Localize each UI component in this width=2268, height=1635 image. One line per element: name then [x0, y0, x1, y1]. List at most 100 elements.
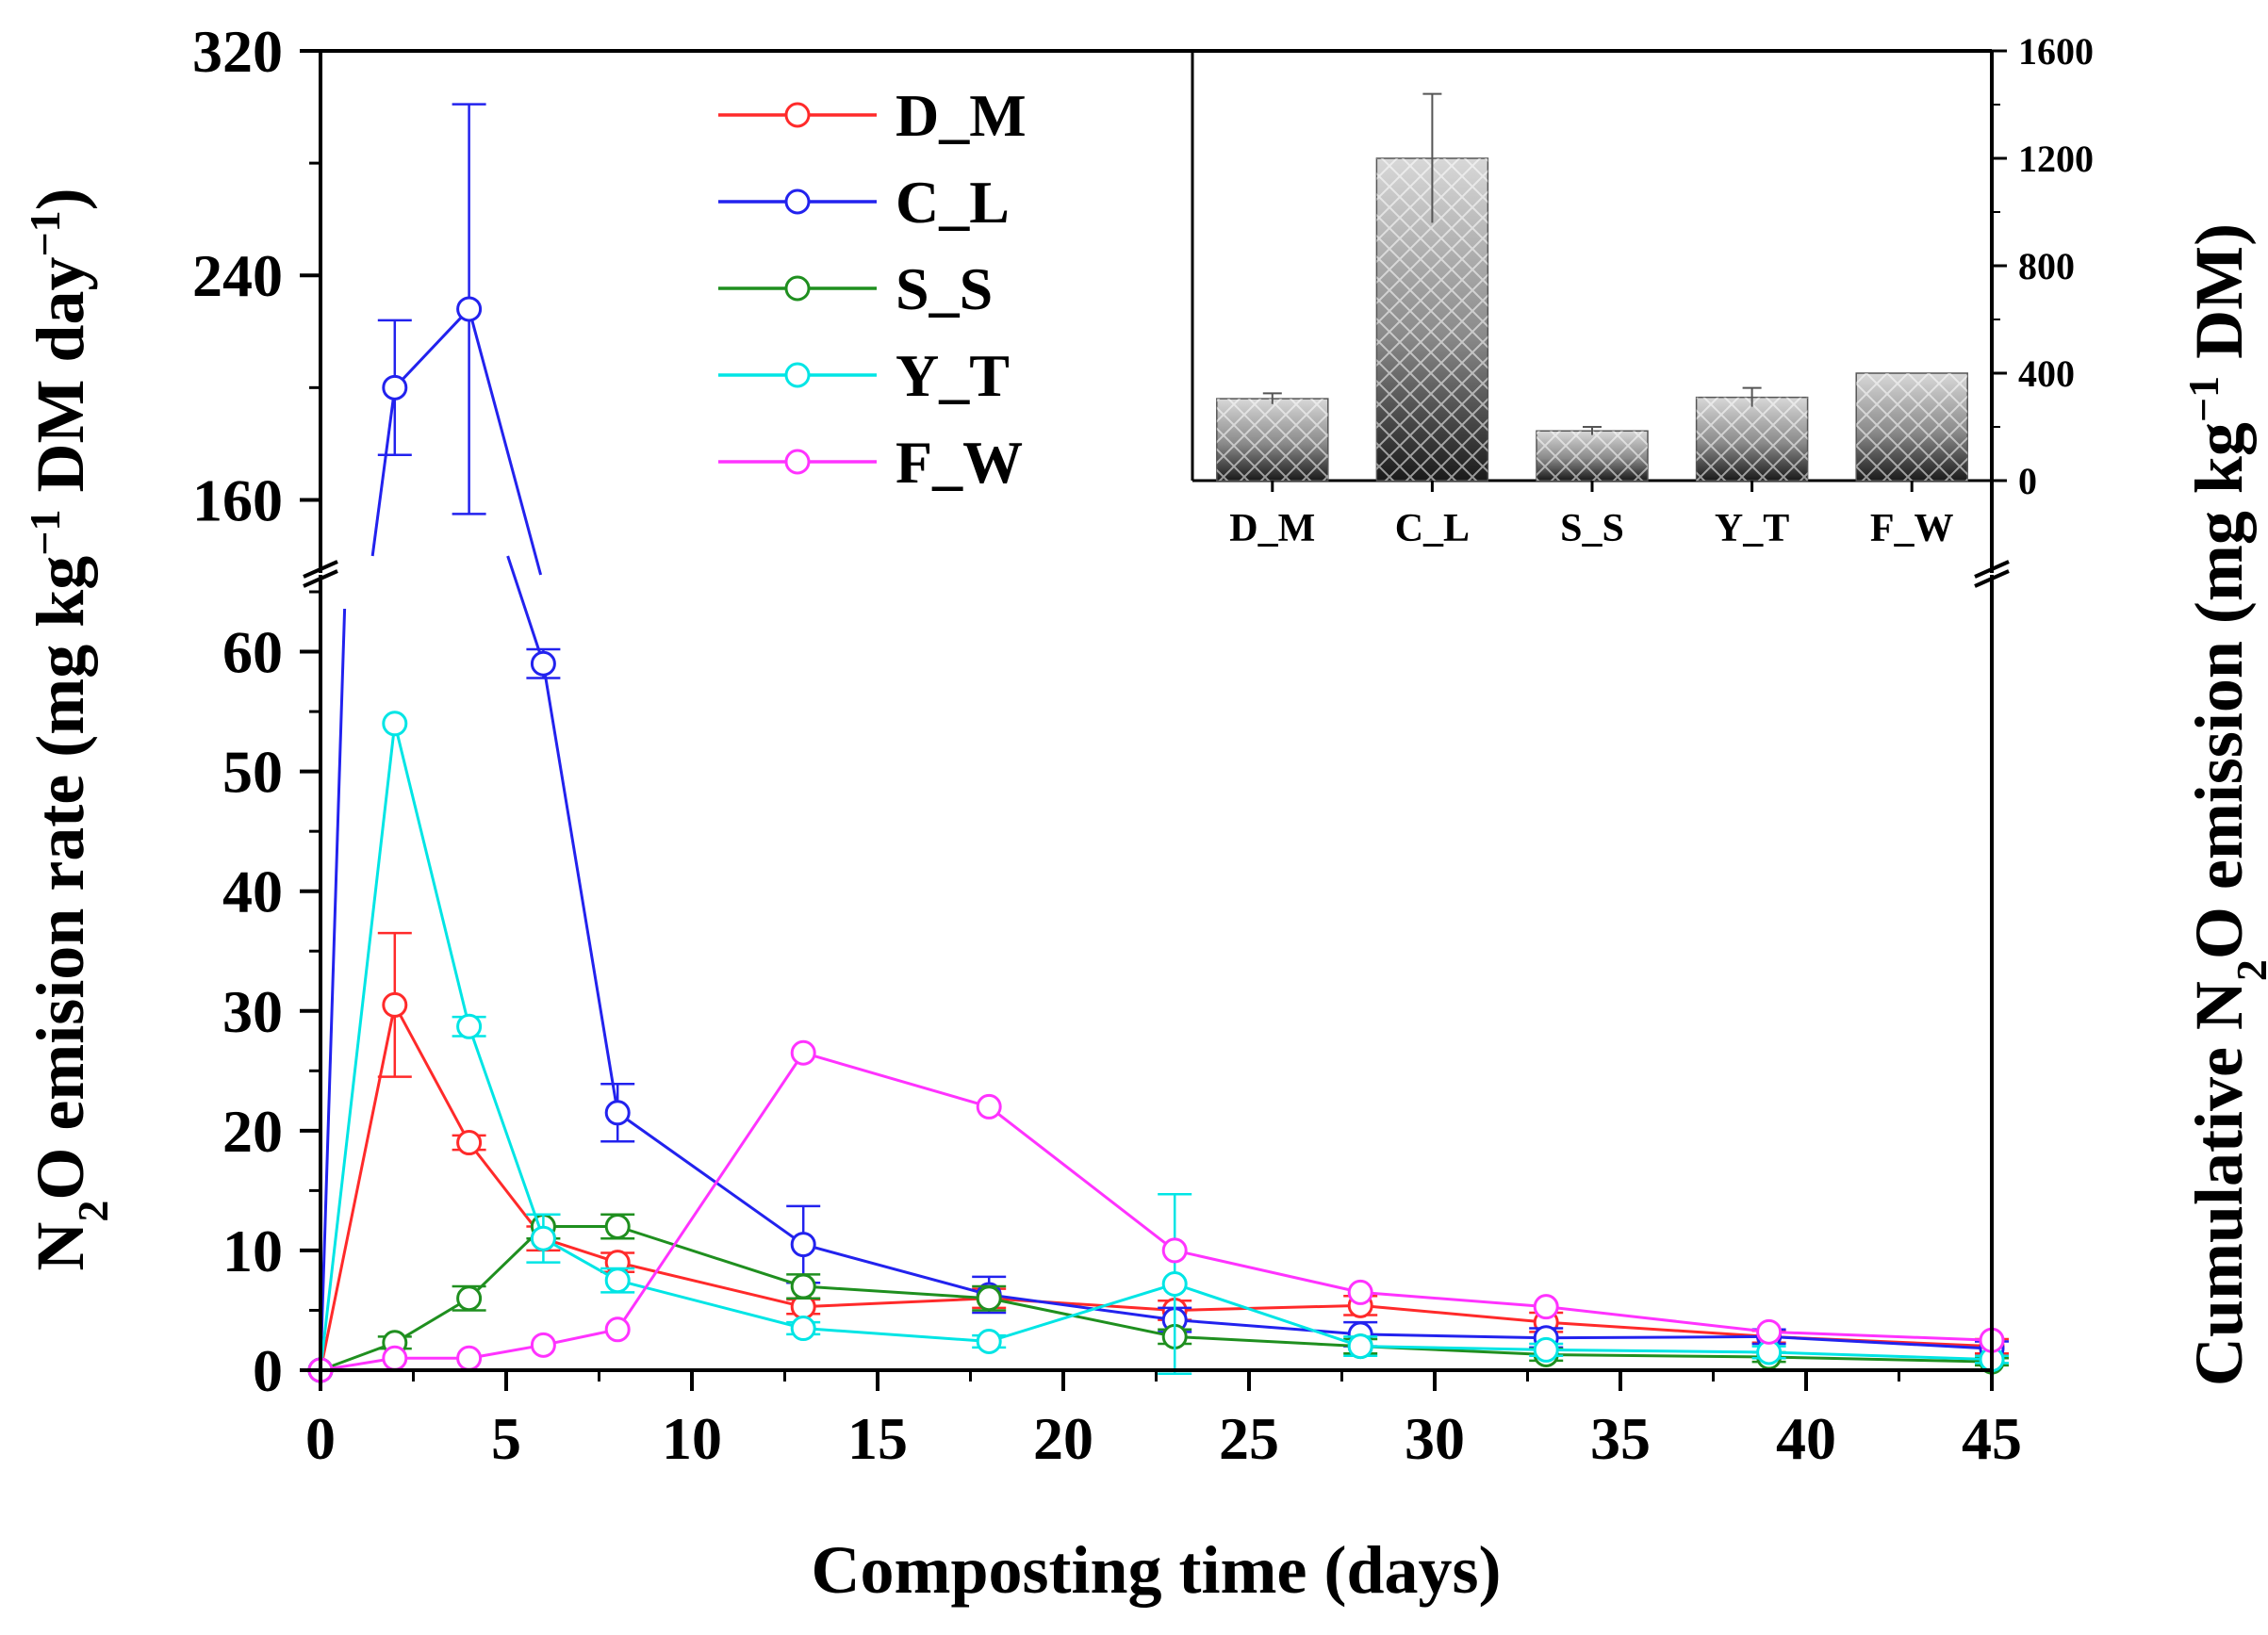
series-segment [370, 387, 397, 557]
inset-bar-hatch [1537, 431, 1648, 481]
data-point [1533, 1336, 1559, 1363]
inset-y-tick-label: 1200 [2018, 138, 2094, 180]
series-segment [1360, 1333, 1547, 1340]
data-point [604, 1267, 631, 1294]
legend-marker [784, 275, 811, 302]
x-tick-label: 5 [491, 1405, 521, 1472]
data-point [1533, 1294, 1559, 1320]
series-segment [1174, 1249, 1361, 1294]
inset-bar-hatch [1856, 373, 1968, 481]
x-tick-label: 40 [1776, 1405, 1836, 1472]
inset-bar-hatch [1216, 399, 1328, 481]
series-D_M [307, 931, 2009, 1383]
axis-break-left [303, 569, 338, 588]
series-segment [541, 663, 619, 1114]
series-segment [1360, 1303, 1547, 1324]
series-segment [1360, 1290, 1547, 1309]
legend-label: Y_T [896, 342, 1010, 409]
data-point [382, 374, 408, 401]
data-point [790, 1039, 816, 1066]
series-segment [1546, 1305, 1769, 1333]
series-segment [319, 723, 397, 1371]
series-segment [468, 1141, 545, 1240]
series-segment [468, 308, 543, 576]
x-tick-label: 15 [847, 1405, 908, 1472]
data-point [382, 711, 408, 737]
series-segment [1546, 1352, 1769, 1359]
inset-y-tick-label: 1600 [2018, 30, 2094, 73]
y-right-axis-title: Cumulative N2O emission (mg kg−1 DM) [2179, 223, 2268, 1386]
series-segment [616, 1279, 804, 1330]
series-segment [1768, 1334, 1993, 1350]
legend-label: F_W [896, 429, 1023, 496]
data-point [382, 991, 408, 1018]
series-segment [319, 1005, 397, 1371]
inset-category-label: Y_T [1715, 507, 1789, 550]
data-point [1347, 1279, 1373, 1305]
data-point [456, 1285, 483, 1312]
legend-item-C_L: C_L [718, 169, 1010, 236]
data-point [790, 1232, 816, 1258]
legend-label: S_S [896, 255, 993, 322]
y-tick-label: 40 [222, 858, 283, 925]
series-segment [616, 1111, 805, 1246]
y-tick-label: 0 [253, 1337, 283, 1404]
y-tick-label: 20 [222, 1098, 283, 1165]
data-point [530, 650, 556, 677]
data-point [976, 1329, 1002, 1355]
data-point [456, 1013, 483, 1039]
legend-item-Y_T: Y_T [718, 342, 1010, 409]
data-point [1347, 1333, 1373, 1360]
axis-break-right [1974, 569, 2010, 588]
y-tick-label: 30 [222, 978, 283, 1045]
series-segment [1174, 1283, 1361, 1349]
series-segment [1175, 1303, 1361, 1312]
series-segment [1768, 1330, 1993, 1342]
series-segment [802, 1243, 990, 1297]
data-point [1756, 1318, 1783, 1345]
series-segment [542, 1236, 618, 1265]
data-point [976, 1285, 1002, 1312]
series-C_L [307, 103, 2009, 1383]
series-segment [988, 1293, 1175, 1322]
series-segment [393, 723, 471, 1027]
y-axis-title: N2O emision rate (mg kg−1 DM day−1) [21, 188, 117, 1270]
data-point [790, 1316, 816, 1342]
y-tick-label: 10 [222, 1218, 283, 1284]
series-segment [394, 1297, 470, 1345]
legend-label: D_M [896, 82, 1027, 149]
legend-item-D_M: D_M [718, 82, 1027, 149]
y-tick-label: 160 [192, 466, 283, 533]
series-segment [1546, 1348, 1769, 1354]
legend-item-F_W: F_W [718, 429, 1023, 496]
x-tick-label: 20 [1033, 1405, 1093, 1472]
data-point [604, 1214, 631, 1240]
y-tick-label: 240 [192, 242, 283, 309]
x-tick-label: 35 [1590, 1405, 1651, 1472]
series-segment [393, 307, 470, 389]
series-segment [1360, 1345, 1547, 1351]
x-axis-title: Composting time (days) [812, 1532, 1502, 1608]
series-segment [393, 1004, 470, 1144]
inset-category-label: D_M [1229, 507, 1315, 550]
series-segment [506, 555, 545, 664]
series-segment [616, 1261, 804, 1309]
data-point [530, 1332, 556, 1358]
series-segment [1546, 1334, 1769, 1340]
data-point [790, 1273, 816, 1300]
series-segment [319, 608, 347, 1371]
axis-break-left [303, 560, 338, 579]
series-Y_T [307, 711, 2009, 1383]
data-point [604, 1316, 631, 1343]
series-segment [320, 1341, 396, 1372]
legend-marker [784, 188, 811, 215]
series-segment [803, 1327, 990, 1343]
x-tick-label: 45 [1962, 1405, 2022, 1472]
legend-marker [784, 102, 811, 128]
series-segment [803, 1284, 990, 1300]
data-point [1161, 1271, 1188, 1298]
series-segment [1768, 1350, 1993, 1362]
x-tick-label: 25 [1219, 1405, 1279, 1472]
